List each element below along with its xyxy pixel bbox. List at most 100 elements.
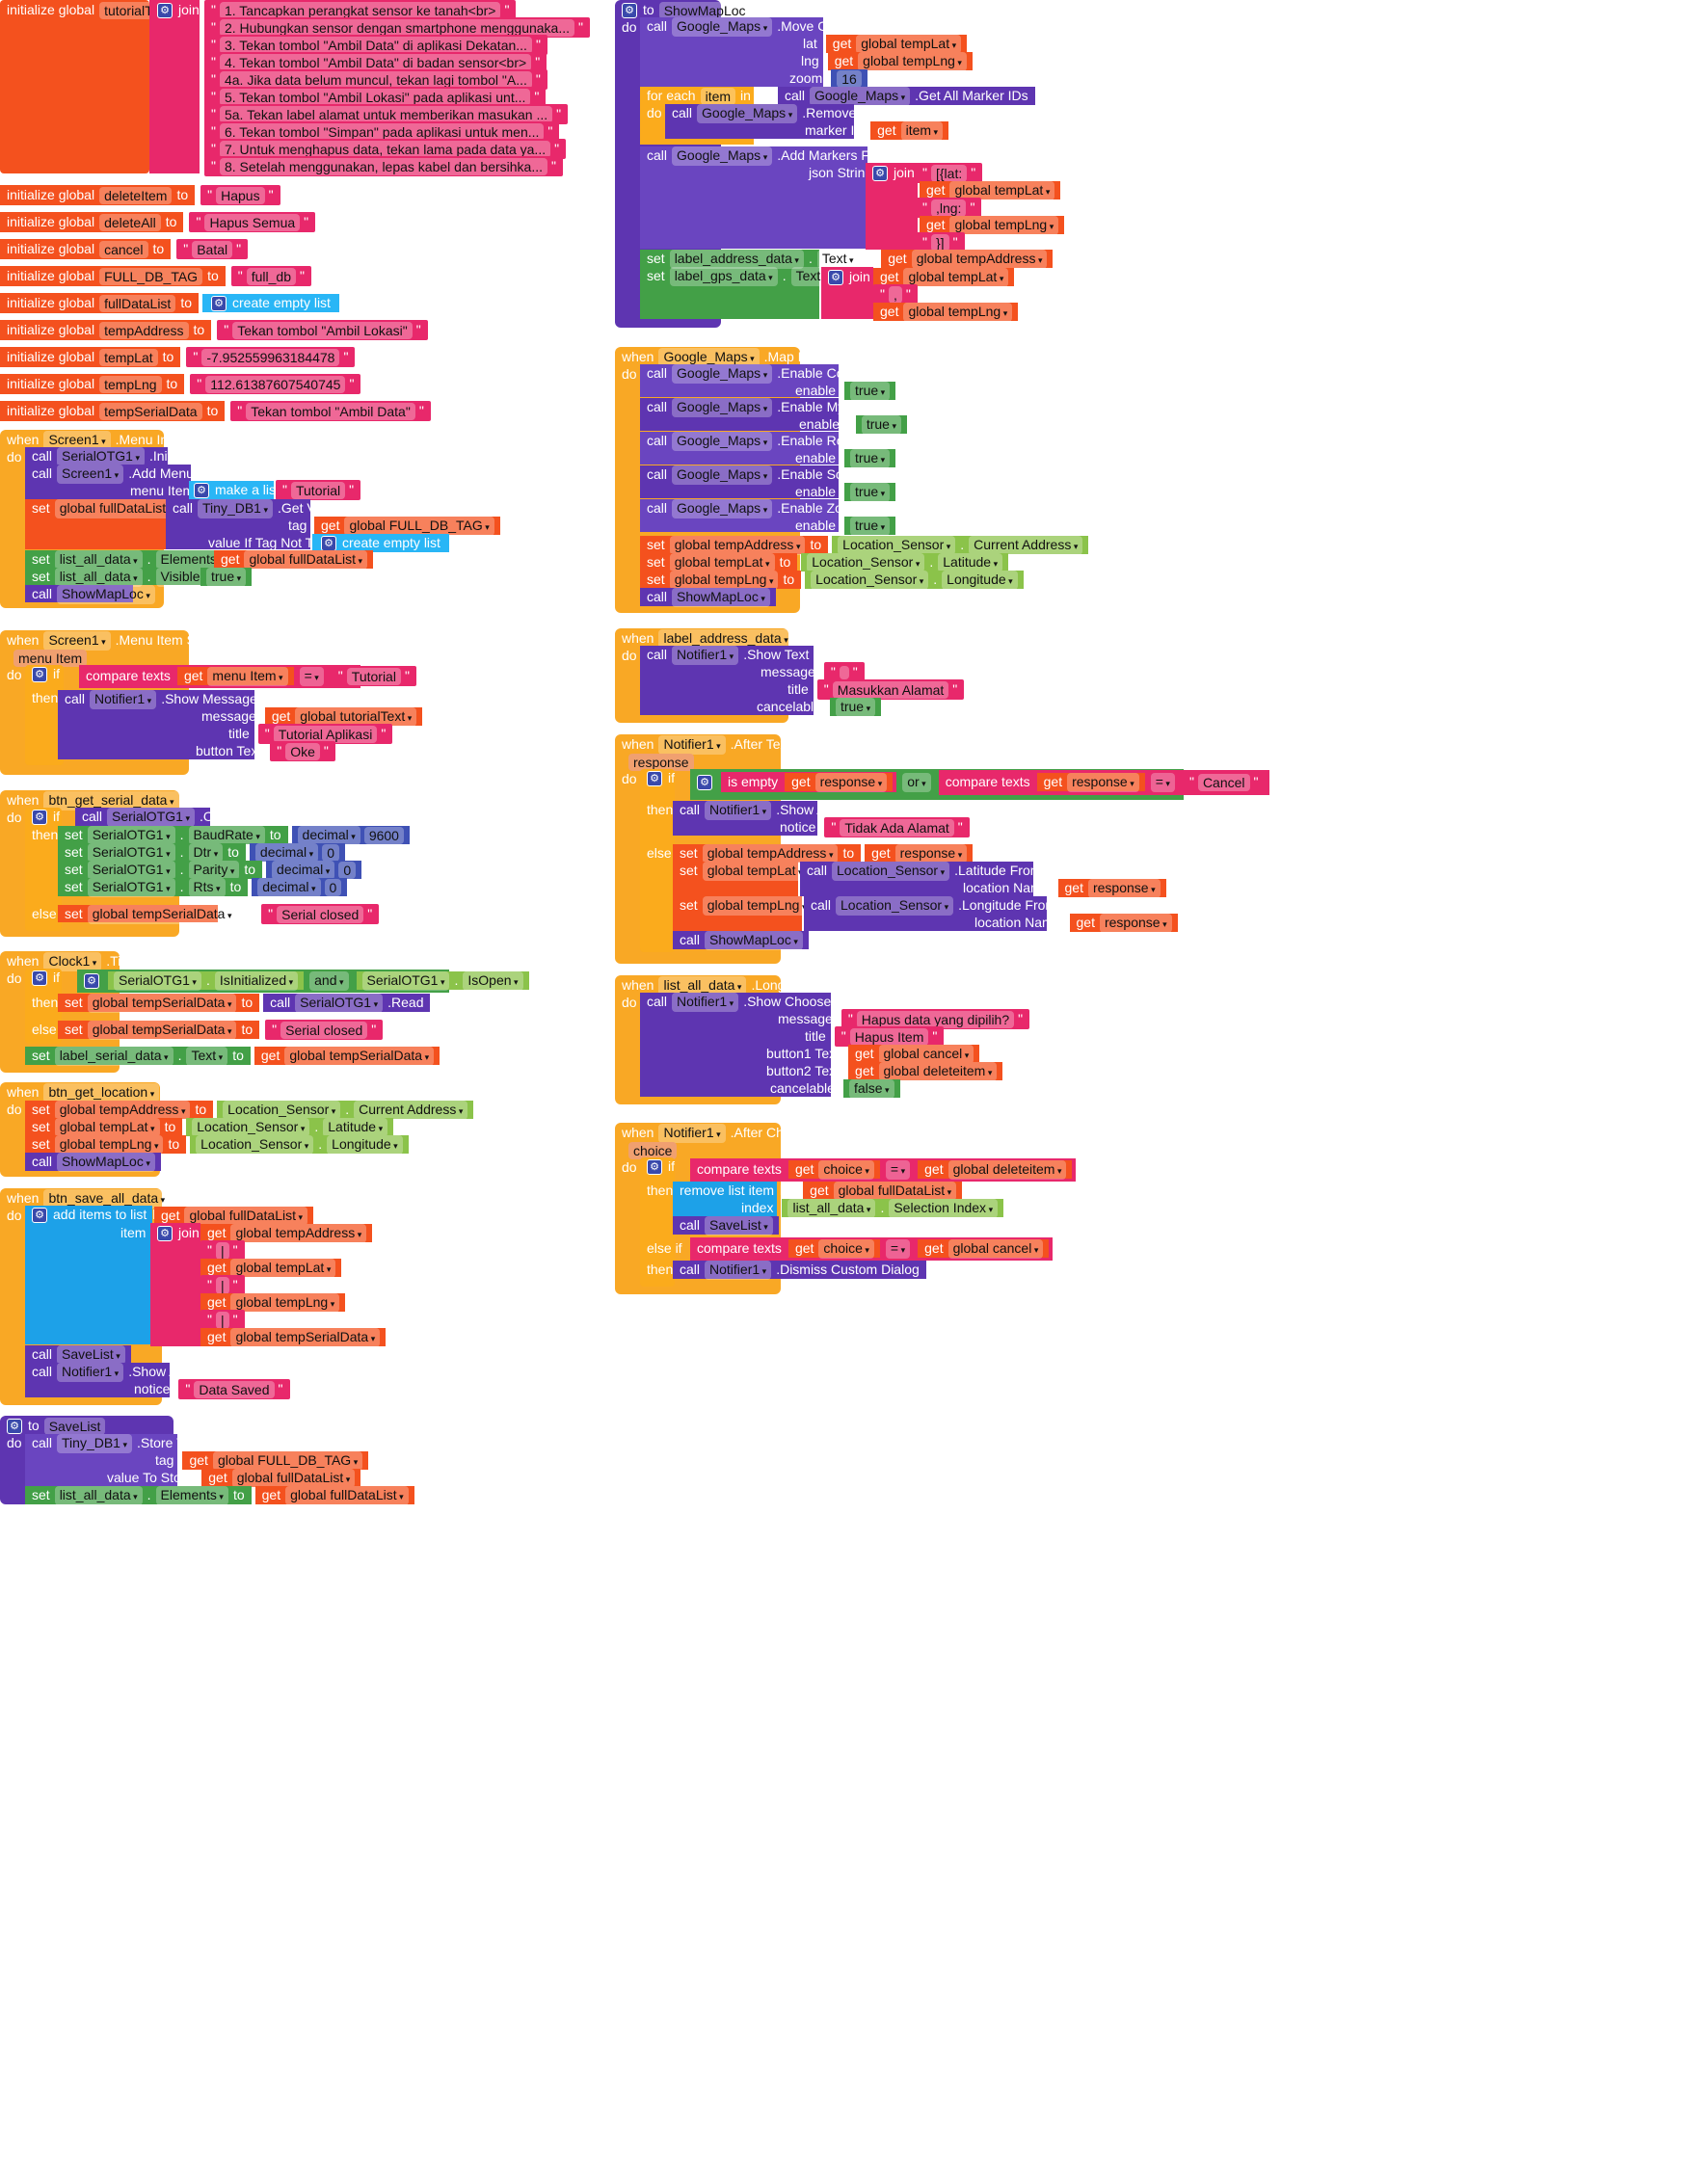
text-literal[interactable]: " | " xyxy=(200,1310,245,1330)
init-global[interactable]: initialize global deleteAll to xyxy=(0,212,184,232)
decimal-block[interactable]: decimal0 xyxy=(266,860,362,880)
text-literal[interactable]: " Masukkan Alamat " xyxy=(816,679,965,700)
text-literal[interactable]: " Tidak Ada Alamat " xyxy=(824,817,970,837)
bool-dropdown[interactable]: false xyxy=(848,1078,894,1099)
var-dropdown[interactable]: item xyxy=(900,120,944,141)
get-var[interactable]: get global FULL_DB_TAG xyxy=(314,516,500,536)
var-dropdown[interactable]: global tempAddress xyxy=(669,535,806,555)
proc-name[interactable]: ShowMapLoc xyxy=(658,1,751,19)
component-dropdown[interactable]: btn_save_all_data xyxy=(43,1188,171,1209)
decimal-block[interactable]: decimal0 xyxy=(252,877,348,897)
gear-icon[interactable]: ⚙ xyxy=(622,2,637,18)
component-dropdown[interactable]: btn_get_location xyxy=(43,1082,160,1103)
get-var[interactable]: get item xyxy=(870,120,949,141)
get-var[interactable]: get global fullDataList xyxy=(254,1485,414,1505)
var-name[interactable]: cancel xyxy=(99,240,148,258)
property-dropdown[interactable]: Elements xyxy=(155,549,228,570)
var-name[interactable]: fullDataList xyxy=(99,294,176,312)
call-dismiss-dialog[interactable]: call Notifier1 .Dismiss Custom Dialog xyxy=(673,1260,926,1280)
var-dropdown[interactable]: global tempLat xyxy=(702,861,808,881)
component-dropdown[interactable]: Notifier1 xyxy=(658,734,726,755)
property-dropdown[interactable]: Text xyxy=(186,1046,228,1066)
event-param[interactable]: menu Item xyxy=(13,649,88,667)
prop-getter[interactable]: Location_Sensor.Latitude xyxy=(186,1117,394,1137)
call-showmap[interactable]: call ShowMapLoc xyxy=(25,1152,161,1172)
component-dropdown[interactable]: Google_Maps xyxy=(672,16,773,37)
component-dropdown[interactable]: SerialOTG1 xyxy=(87,842,175,863)
component-dropdown[interactable]: Google_Maps xyxy=(658,347,760,367)
var-dropdown[interactable]: global tempLng xyxy=(54,1134,164,1155)
get-var[interactable]: get global tempLat xyxy=(920,180,1061,200)
decimal-block[interactable]: decimal0 xyxy=(249,842,345,863)
text-literal[interactable]: " 4. Tekan tombol "Ambil Data" di badan s… xyxy=(204,52,547,72)
component-dropdown[interactable]: Screen1 xyxy=(57,464,124,484)
number-value[interactable]: 9600 xyxy=(363,826,404,844)
get-var[interactable]: get global deleteitem xyxy=(918,1159,1073,1180)
var-dropdown[interactable]: global tempLng xyxy=(702,895,812,916)
logic-true[interactable]: true xyxy=(200,567,253,587)
text-literal[interactable]: " Serial closed " xyxy=(265,1020,384,1040)
component-dropdown[interactable]: SerialOTG1 xyxy=(87,825,175,845)
property-dropdown[interactable]: Latitude xyxy=(938,552,1003,572)
var-dropdown[interactable]: global deleteitem xyxy=(947,1159,1067,1180)
join-block[interactable] xyxy=(150,1223,200,1346)
gear-icon[interactable]: ⚙ xyxy=(872,165,888,181)
format-dropdown[interactable]: decimal xyxy=(297,825,360,845)
proc-dropdown[interactable]: ShowMapLoc xyxy=(57,584,155,604)
join-block[interactable] xyxy=(149,0,200,173)
component-dropdown[interactable]: Location_Sensor xyxy=(832,861,950,881)
var-dropdown[interactable]: global tempLat xyxy=(230,1258,336,1278)
var-dropdown[interactable]: global tempAddress xyxy=(702,843,839,864)
var-dropdown[interactable]: global tutorialText xyxy=(295,706,417,727)
component-dropdown[interactable]: Location_Sensor xyxy=(836,895,954,916)
component-dropdown[interactable]: Clock1 xyxy=(43,951,102,971)
loop-var[interactable]: item xyxy=(700,87,736,105)
prop-getter[interactable]: SerialOTG1.IsOpen xyxy=(356,970,529,991)
component-dropdown[interactable]: Notifier1 xyxy=(658,1123,726,1143)
var-dropdown[interactable]: global tempLng xyxy=(903,302,1013,322)
component-dropdown[interactable]: SerialOTG1 xyxy=(361,970,450,991)
component-dropdown[interactable]: label_gps_data xyxy=(669,266,778,286)
proc-name[interactable]: SaveList xyxy=(43,1417,106,1435)
var-dropdown[interactable]: global tempLat xyxy=(669,552,775,572)
get-var[interactable]: get response xyxy=(1057,878,1166,898)
text-literal[interactable]: " Tutorial Aplikasi " xyxy=(257,724,393,744)
add-items-to-list[interactable] xyxy=(25,1206,152,1344)
prop-getter[interactable]: Location_Sensor.Latitude xyxy=(801,552,1009,572)
bool-dropdown[interactable]: true xyxy=(850,381,891,401)
get-var[interactable]: get response xyxy=(865,843,974,864)
gear-icon[interactable]: ⚙ xyxy=(647,1158,662,1175)
var-dropdown[interactable]: global tempLat xyxy=(856,34,962,54)
var-dropdown[interactable]: global tempSerialData xyxy=(284,1046,435,1066)
component-dropdown[interactable]: Location_Sensor xyxy=(807,552,925,572)
component-dropdown[interactable]: Google_Maps xyxy=(672,498,773,518)
component-dropdown[interactable]: SerialOTG1 xyxy=(107,807,195,827)
text-literal[interactable]: " Hapus data yang dipilih? " xyxy=(841,1009,1030,1029)
bool-dropdown[interactable]: true xyxy=(850,516,891,536)
gear-icon[interactable]: ⚙ xyxy=(84,972,99,989)
call-serial-read[interactable]: call SerialOTG1.Read xyxy=(263,993,431,1013)
var-dropdown[interactable]: response xyxy=(1067,772,1139,792)
init-global-tutorialText[interactable] xyxy=(0,0,149,173)
get-var[interactable]: get global cancel xyxy=(848,1044,980,1064)
property-dropdown[interactable]: IsOpen xyxy=(463,970,523,991)
text-literal[interactable]: " Tutorial " xyxy=(276,480,361,500)
component-dropdown[interactable]: Screen1 xyxy=(43,630,111,651)
component-dropdown[interactable]: btn_get_serial_data xyxy=(43,790,179,810)
text-literal[interactable]: " ,lng: " xyxy=(916,198,982,218)
call-showmap[interactable]: call ShowMapLoc xyxy=(673,930,809,950)
prop-getter[interactable]: Location_Sensor.Longitude xyxy=(805,570,1024,590)
proc-dropdown[interactable]: ShowMapLoc xyxy=(57,1152,155,1172)
op-dropdown[interactable]: or xyxy=(902,772,931,792)
text-literal[interactable]: " 112.61387607540745 " xyxy=(190,374,361,394)
var-dropdown[interactable]: global fullDataList xyxy=(244,549,368,570)
var-dropdown[interactable]: global tempSerialData xyxy=(87,1020,237,1040)
var-name[interactable]: tempSerialData xyxy=(99,402,202,420)
var-name[interactable]: tempAddress xyxy=(99,321,189,339)
set-var[interactable]: set global tempSerialData to xyxy=(58,993,260,1013)
text-literal[interactable]: " 6. Tekan tombol "Simpan" pada aplikasi … xyxy=(204,121,560,142)
text-literal[interactable]: " 7. Untuk menghapus data, tekan lama pad… xyxy=(204,139,567,159)
